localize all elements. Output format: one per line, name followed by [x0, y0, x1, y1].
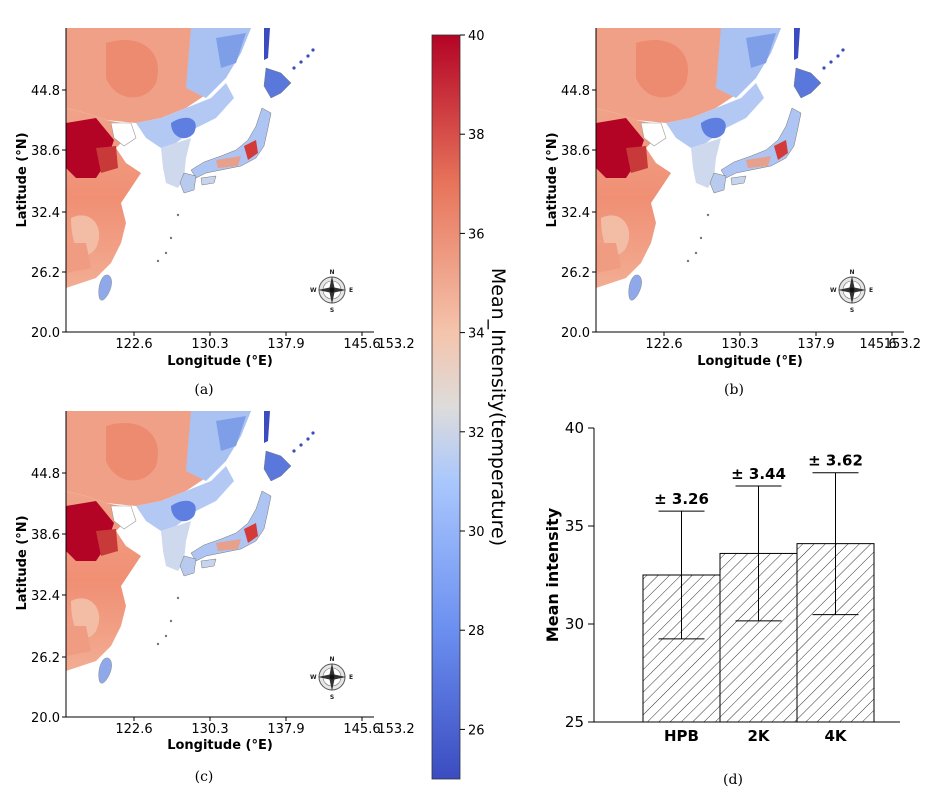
x-ticks: 122.6 130.3 137.9 145.6 153.2	[115, 332, 415, 352]
y-axis-label: Latitude (°N)	[15, 515, 30, 610]
x-tick-label: 130.3	[191, 722, 228, 737]
bar-y-label: Mean intensity	[543, 507, 562, 642]
compass-rose-icon: N S E W	[830, 269, 873, 314]
y-tick-label: 44.8	[31, 84, 60, 99]
map-panel-c: N S E W 122.6 130.3 137.9 145.6 153.2 20…	[15, 410, 415, 785]
colorbar-tick-label: 38	[468, 128, 485, 143]
colorbar-ticks: 26 28 30 32 34 36 38 40	[460, 29, 485, 738]
y-tick-label: 20.0	[561, 326, 590, 341]
x-tick-label: 122.6	[645, 337, 682, 352]
x-tick-label: 145.6	[343, 337, 380, 352]
y-tick-label: 44.8	[561, 84, 590, 99]
compass-s: S	[330, 694, 334, 701]
colorbar: 26 28 30 32 34 36 38 40 Mean_Intensity(temperat…	[431, 29, 509, 780]
y-tick-label: 20.0	[31, 326, 60, 341]
y-ticks: 20.0 26.2 32.4 38.6 44.8	[561, 84, 596, 341]
compass-e: E	[349, 287, 353, 294]
x-tick-label: 145.6	[343, 722, 380, 737]
colorbar-tick-label: 40	[468, 29, 485, 44]
y-tick-label: 44.8	[31, 467, 60, 482]
y-tick-label: 26.2	[31, 651, 60, 666]
x-tick-label: 137.9	[267, 337, 304, 352]
bar-y-tick-label: 30	[565, 615, 584, 633]
compass-w: W	[310, 287, 317, 294]
y-tick-label: 38.6	[561, 144, 590, 159]
caption-b: (b)	[724, 382, 744, 398]
bar-category-label: 2K	[747, 727, 770, 745]
caption-d: (d)	[723, 772, 743, 788]
bar-y-tick-label: 35	[565, 517, 584, 535]
x-tick-label: 153.2	[377, 722, 414, 737]
compass-rose-icon: N S E W	[310, 656, 353, 701]
bars: ± 3.26 HPB ± 3.44 2K ± 3.62 4K	[642, 452, 875, 745]
bar-category-label: 4K	[824, 727, 847, 745]
error-label: ± 3.44	[731, 465, 786, 483]
x-axis-label: Longitude (°E)	[167, 354, 273, 369]
x-tick-label: 145.6	[859, 337, 896, 352]
compass-w: W	[310, 674, 317, 681]
colorbar-label: Mean_Intensity(temperature)	[487, 268, 509, 546]
compass-n: N	[849, 269, 854, 276]
y-ticks: 20.0 26.2 32.4 38.6 44.8	[31, 467, 66, 726]
y-axis-label: Latitude (°N)	[545, 132, 560, 227]
y-tick-label: 20.0	[31, 711, 60, 726]
x-tick-label: 130.3	[191, 337, 228, 352]
y-tick-label: 26.2	[561, 266, 590, 281]
colorbar-gradient	[431, 34, 461, 780]
map-panel-a: N S E W 122.6 130.3 137.9 145.6 153.2 20…	[15, 27, 415, 398]
bar-category-label: HPB	[664, 727, 699, 745]
caption-a: (a)	[194, 382, 213, 398]
x-tick-label: 122.6	[115, 337, 152, 352]
bar-chart: 25 30 35 40 ± 3.26 HPB ± 3.44 2K ± 3.62 4K Mean …	[543, 419, 900, 788]
caption-c: (c)	[195, 769, 214, 785]
bar-y-tick-label: 25	[565, 713, 584, 731]
y-tick-label: 32.4	[31, 206, 60, 221]
x-ticks: 122.6 130.3 137.9 145.6 153.2	[115, 717, 415, 737]
bar-y-tick-label: 40	[565, 419, 584, 437]
x-axis-label: Longitude (°E)	[697, 354, 803, 369]
colorbar-tick-label: 32	[468, 426, 485, 441]
colorbar-tick-label: 36	[468, 227, 485, 242]
x-tick-label: 137.9	[797, 337, 834, 352]
bar-y-ticks: 25 30 35 40	[565, 419, 594, 731]
x-axis-label: Longitude (°E)	[167, 738, 273, 753]
error-label: ± 3.62	[808, 452, 863, 470]
x-tick-label: 130.3	[721, 337, 758, 352]
y-ticks: 20.0 26.2 32.4 38.6 44.8	[31, 84, 66, 341]
error-label: ± 3.26	[654, 490, 709, 508]
compass-e: E	[869, 287, 873, 294]
y-tick-label: 26.2	[31, 266, 60, 281]
compass-s: S	[850, 307, 854, 314]
colorbar-tick-label: 28	[468, 624, 485, 639]
compass-w: W	[830, 287, 837, 294]
x-ticks: 122.6 130.3 137.9 145.6 153.2	[645, 332, 921, 352]
compass-rose-icon: N S E W	[310, 269, 353, 314]
colorbar-tick-label: 26	[468, 723, 485, 738]
x-tick-label: 153.2	[377, 337, 414, 352]
y-tick-label: 32.4	[561, 206, 590, 221]
compass-e: E	[349, 674, 353, 681]
y-tick-label: 38.6	[31, 144, 60, 159]
y-tick-label: 38.6	[31, 528, 60, 543]
x-tick-label: 122.6	[115, 722, 152, 737]
y-tick-label: 32.4	[31, 589, 60, 604]
colorbar-tick-label: 30	[468, 525, 485, 540]
x-tick-label: 137.9	[267, 722, 304, 737]
compass-n: N	[329, 269, 334, 276]
y-axis-label: Latitude (°N)	[15, 132, 30, 227]
colorbar-tick-label: 34	[468, 327, 485, 342]
compass-n: N	[329, 656, 334, 663]
compass-s: S	[330, 307, 334, 314]
map-panel-b: N S E W 122.6 130.3 137.9 145.6 153.2 20…	[545, 27, 921, 398]
x-tick-label: 153.2	[884, 337, 921, 352]
